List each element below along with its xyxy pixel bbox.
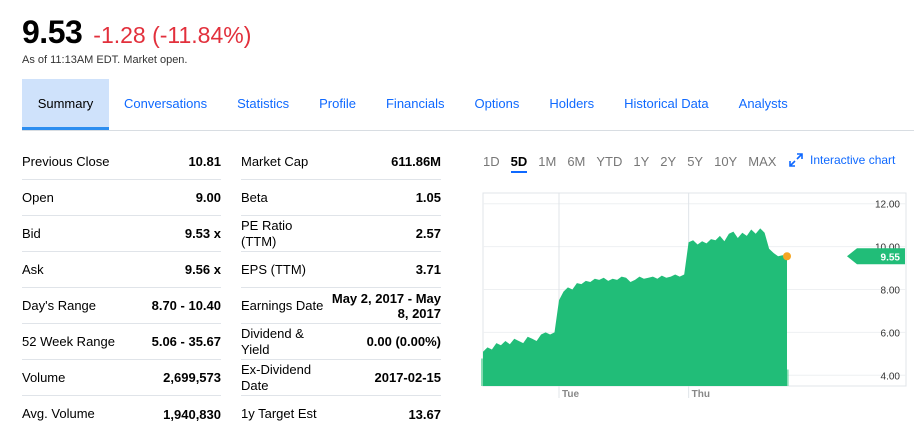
current-price-marker: 9.55 [783,248,905,265]
stat-value: 0.00 (0.00%) [366,334,441,349]
stat-label: Market Cap [241,153,309,169]
range-2y[interactable]: 2Y [660,154,677,169]
stat-row-previous-close: Previous Close 10.81 [22,144,221,180]
stat-row-ex-dividend-date: Ex-Dividend Date 2017-02-15 [241,360,441,396]
range-max[interactable]: MAX [748,154,777,169]
tab-options[interactable]: Options [474,96,520,111]
market-status-text: As of 11:13AM EDT. Market open. [22,54,188,66]
y-tick-label: 4.00 [881,371,901,382]
stat-label: PE Ratio (TTM) [241,217,293,249]
price-change: -1.28 (-11.84%) [93,22,252,48]
tab-historical-data[interactable]: Historical Data [624,96,709,111]
stat-row-volume: Volume 2,699,573 [22,360,221,396]
stat-value: 1.05 [415,190,441,205]
stat-label: Ex-Dividend Date [241,361,312,393]
price-flag-label: 9.55 [881,252,901,263]
volume-bar [481,358,485,386]
range-6m[interactable]: 6M [567,154,586,169]
stat-value: 9.56 x [184,262,221,277]
stat-value: 2017-02-15 [374,370,442,385]
stat-row-earnings-date: Earnings Date May 2, 2017 - May 8, 2017 [241,288,441,324]
y-tick-label: 10.00 [875,243,900,254]
stat-label: Bid [22,225,41,241]
stat-label: Ask [22,261,44,277]
x-axis-labels: Tue Thu [562,389,710,400]
stat-value: 9.00 [195,190,221,205]
stat-label: 1y Target Est [241,406,317,421]
x-axis-label: Thu [692,389,710,400]
stat-label: Avg. Volume [22,406,95,421]
stat-row-avg-volume: Avg. Volume 1,940,830 [22,396,221,432]
stat-value: 9.53 x [184,226,221,241]
stat-row-bid: Bid 9.53 x [22,216,221,252]
range-1m[interactable]: 1M [538,154,557,169]
summary-stats-left: Previous Close 10.81 Open 9.00 Bid 9.53 … [22,144,221,432]
stat-label: Beta [241,189,268,205]
range-5d[interactable]: 5D [510,154,528,173]
stat-label: Open [22,189,54,205]
stat-value: 1,940,830 [163,406,221,422]
tab-statistics[interactable]: Statistics [237,96,290,111]
range-10y[interactable]: 10Y [714,154,738,169]
stat-label: EPS (TTM) [241,261,306,277]
stat-row-52-week-range: 52 Week Range 5.06 - 35.67 [22,324,221,360]
tab-summary[interactable]: Summary [22,79,109,130]
x-axis-label: Tue [562,389,579,400]
stat-value: 611.86M [391,154,441,169]
stat-row-days-range: Day's Range 8.70 - 10.40 [22,288,221,324]
stat-value: 5.06 - 35.67 [151,334,221,349]
price-flag [847,248,905,265]
last-price-dot [783,252,791,261]
range-ytd[interactable]: YTD [596,154,623,169]
range-1d[interactable]: 1D [483,154,500,169]
y-tick-label: 8.00 [881,286,901,297]
stat-label: 52 Week Range [22,333,115,349]
range-1y[interactable]: 1Y [633,154,650,169]
tab-financials[interactable]: Financials [385,96,445,111]
y-tick-label: 6.00 [881,328,901,339]
price-line: 9.53 -1.28 (-11.84%) [22,14,251,51]
price-area [483,228,787,386]
stat-row-beta: Beta 1.05 [241,180,441,216]
current-price: 9.53 [22,14,83,50]
stat-row-target-est: 1y Target Est 13.67 [241,396,441,432]
stat-row-open: Open 9.00 [22,180,221,216]
chart-range-selector: 1D 5D 1M 6M YTD 1Y 2Y 5Y 10Y MAX [483,154,787,173]
stat-value: 8.70 - 10.40 [151,298,221,313]
interactive-chart-label: Interactive chart [810,153,896,167]
stat-value: 13.67 [408,406,441,422]
stat-row-ask: Ask 9.56 x [22,252,221,288]
stat-label: Day's Range [22,297,97,313]
stat-value: May 2, 2017 - May 8, 2017 [331,290,441,321]
stat-value: 2,699,573 [163,370,221,385]
stat-label: Volume [22,369,66,385]
quote-tabs: Summary Conversations Statistics Profile… [22,79,914,131]
price-chart[interactable]: 12.00 10.00 8.00 6.00 4.00 Tue Thu 9.55 [481,186,914,404]
expand-icon [789,153,803,167]
quote-header: 9.53 -1.28 (-11.84%) As of 11:13AM EDT. … [22,14,251,66]
y-axis-ticks: 12.00 10.00 8.00 6.00 4.00 [875,200,900,383]
tab-conversations[interactable]: Conversations [124,96,208,111]
stat-row-dividend-yield: Dividend & Yield 0.00 (0.00%) [241,324,441,360]
stat-value: 2.57 [415,226,441,241]
tab-analysts[interactable]: Analysts [738,96,788,111]
stat-label: Dividend & Yield [241,325,304,357]
stat-row-eps: EPS (TTM) 3.71 [241,252,441,288]
stat-row-pe-ratio: PE Ratio (TTM) 2.57 [241,216,441,252]
summary-stats-right: Market Cap 611.86M Beta 1.05 PE Ratio (T… [241,144,441,432]
tab-profile[interactable]: Profile [319,96,356,111]
stat-value: 10.81 [188,154,221,169]
stat-value: 3.71 [415,262,441,277]
interactive-chart-link[interactable]: Interactive chart [788,152,895,168]
stat-label: Previous Close [22,153,110,169]
stat-row-market-cap: Market Cap 611.86M [241,144,441,180]
range-5y[interactable]: 5Y [687,154,704,169]
tab-holders[interactable]: Holders [549,96,595,111]
stat-label: Earnings Date [241,297,324,313]
y-tick-label: 12.00 [875,200,900,211]
